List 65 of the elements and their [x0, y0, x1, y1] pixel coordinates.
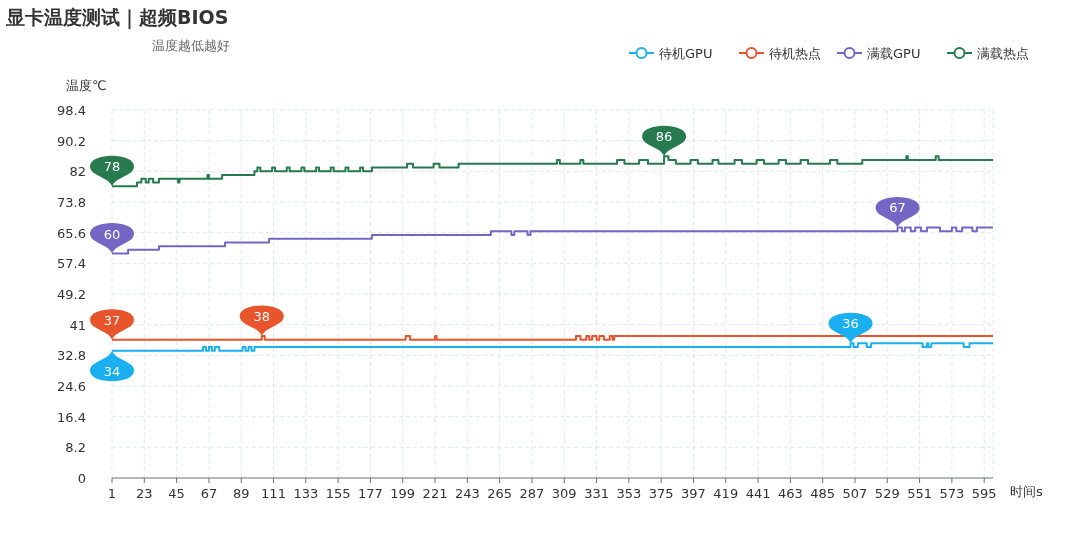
- annotation: 67: [889, 200, 906, 216]
- x-tick-label: 441: [745, 486, 771, 501]
- x-tick-label: 529: [874, 486, 900, 501]
- x-tick-label: 309: [551, 486, 577, 501]
- x-axis-title: 时间s: [1010, 484, 1043, 499]
- annotation: 34: [90, 350, 134, 382]
- x-tick-label: 221: [422, 486, 448, 501]
- x-tick-label: 1: [107, 486, 117, 501]
- x-tick-label: 287: [519, 486, 545, 501]
- y-tick-label: 41: [69, 317, 86, 333]
- y-tick-label: 90.2: [57, 133, 86, 149]
- x-tick-label: 463: [777, 486, 803, 501]
- y-tick-label: 24.6: [57, 379, 86, 394]
- annotation: 38: [239, 305, 284, 336]
- x-tick-label: 507: [842, 486, 868, 501]
- x-tick-label: 353: [616, 486, 642, 501]
- y-tick-label: 73.8: [57, 195, 86, 210]
- y-tick-label: 65.6: [57, 225, 86, 241]
- annotation: 34: [103, 363, 121, 379]
- x-tick-label: 111: [261, 486, 286, 501]
- chart-title: 显卡温度测试｜超频BIOS: [5, 6, 229, 30]
- y-tick-label: 8.2: [65, 440, 86, 456]
- annotation: 86: [642, 125, 687, 157]
- x-tick-label: 199: [390, 486, 416, 501]
- y-tick-label: 32.8: [57, 348, 86, 364]
- x-tick-label: 573: [939, 486, 965, 501]
- legend-label: 待机热点: [769, 46, 821, 61]
- annotation: 60: [103, 226, 121, 242]
- x-tick-label: 155: [325, 486, 351, 501]
- x-tick-label: 265: [487, 486, 513, 501]
- x-tick-label: 485: [810, 486, 836, 501]
- x-tick-label: 397: [681, 486, 706, 501]
- annotation: 67: [875, 196, 920, 228]
- x-tick-label: 243: [454, 486, 480, 501]
- annotation: 78: [103, 159, 121, 175]
- x-tick-label: 177: [358, 486, 383, 501]
- x-tick-label: 23: [136, 486, 153, 501]
- annotation: 78: [90, 155, 134, 187]
- x-tick-label: 89: [232, 486, 250, 501]
- annotation: 36: [842, 316, 859, 332]
- y-tick-label: 49.2: [57, 287, 86, 302]
- annotation: 86: [655, 129, 673, 145]
- x-tick-label: 551: [907, 486, 932, 501]
- annotation: 36: [828, 312, 873, 344]
- x-tick-label: 67: [200, 486, 218, 501]
- x-tick-label: 595: [971, 486, 997, 501]
- annotation: 38: [253, 308, 271, 324]
- y-tick-label: 57.4: [57, 256, 86, 272]
- legend-label: 满载GPU: [867, 46, 921, 61]
- chart-subtitle: 温度越低越好: [152, 38, 230, 53]
- y-tick-label: 98.4: [57, 103, 86, 118]
- annotation: 37: [90, 309, 134, 340]
- y-axis-title: 温度℃: [66, 78, 107, 93]
- annotation: 37: [103, 312, 121, 328]
- y-tick-label: 16.4: [57, 409, 86, 425]
- x-tick-label: 419: [713, 486, 739, 501]
- annotation: 60: [90, 223, 134, 254]
- x-tick-label: 375: [648, 486, 674, 501]
- x-tick-label: 133: [293, 486, 319, 501]
- x-tick-label: 331: [584, 486, 609, 501]
- legend-label: 待机GPU: [659, 46, 713, 61]
- legend-label: 满载热点: [977, 46, 1029, 61]
- y-tick-label: 82: [69, 164, 86, 180]
- y-tick-label: 0: [77, 471, 86, 486]
- x-tick-label: 45: [168, 486, 185, 501]
